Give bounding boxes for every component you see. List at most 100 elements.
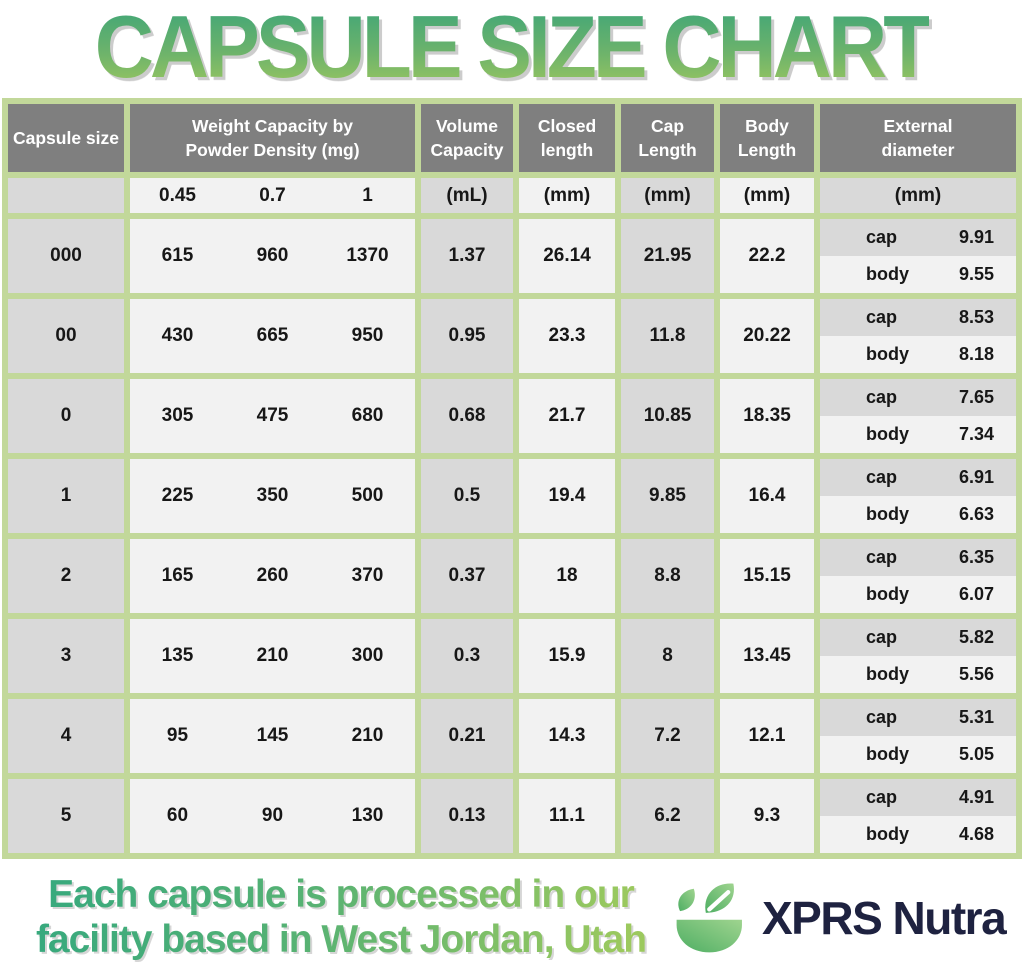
- weight-capacity-cell: 95 145 210: [130, 699, 415, 773]
- table-row: 2 165 260 370 0.37 18 8.8 15.15 cap 6.35 …: [8, 539, 1016, 613]
- cap-length-cell: 21.95: [621, 219, 714, 293]
- ext-body-label: body: [866, 744, 909, 764]
- ext-body-value: 5.56: [958, 664, 994, 684]
- external-diameter-cell: cap 9.91 body 9.55: [820, 219, 1016, 293]
- density-1: 1: [362, 184, 373, 206]
- closed-length-cell: 19.4: [519, 459, 615, 533]
- header-capsule-size: Capsule size: [8, 104, 124, 172]
- body-length-cell: 22.2: [720, 219, 814, 293]
- ext-cap-label: cap: [866, 467, 898, 487]
- ext-cap-label: cap: [866, 307, 898, 327]
- weight-capacity-cell: 430 665 950: [130, 299, 415, 373]
- capsule-size-cell: 2: [8, 539, 124, 613]
- closed-length-cell: 14.3: [519, 699, 615, 773]
- closed-length-cell: 15.9: [519, 619, 615, 693]
- page-header: CAPSULE SIZE CHART: [0, 0, 1024, 99]
- capsule-size-cell: 1: [8, 459, 124, 533]
- capsule-size-cell: 0: [8, 379, 124, 453]
- capsule-size-table: Capsule size Weight Capacity by Powder D…: [2, 98, 1022, 859]
- external-diameter-cell: cap 8.53 body 8.18: [820, 299, 1016, 373]
- body-length-cell: 12.1: [720, 699, 814, 773]
- closed-length-cell: 11.1: [519, 779, 615, 853]
- ext-cap-label: cap: [866, 707, 898, 727]
- density-07: 0.7: [259, 184, 286, 206]
- cap-length-cell: 6.2: [621, 779, 714, 853]
- cap-length-cell: 8.8: [621, 539, 714, 613]
- external-diameter-cell: cap 7.65 body 7.34: [820, 379, 1016, 453]
- ext-cap-value: 7.65: [958, 387, 994, 407]
- ext-body-label: body: [866, 264, 909, 284]
- capsule-size-cell: 5: [8, 779, 124, 853]
- capsule-size-cell: 3: [8, 619, 124, 693]
- header-external-diameter: External diameter: [820, 104, 1016, 172]
- ext-body-label: body: [866, 584, 909, 604]
- body-length-cell: 9.3: [720, 779, 814, 853]
- volume-cell: 0.5: [421, 459, 513, 533]
- units-closed: (mm): [519, 178, 615, 213]
- capsule-size-cell: 00: [8, 299, 124, 373]
- table-row: 5 60 90 130 0.13 11.1 6.2 9.3 cap 4.91 bo…: [8, 779, 1016, 853]
- volume-cell: 0.68: [421, 379, 513, 453]
- cap-length-cell: 8: [621, 619, 714, 693]
- volume-cell: 0.37: [421, 539, 513, 613]
- ext-cap-value: 5.82: [958, 627, 994, 647]
- ext-body-value: 9.55: [958, 264, 994, 284]
- capsule-size-cell: 000: [8, 219, 124, 293]
- footer: Each capsule is processed in our facilit…: [0, 873, 1024, 963]
- ext-cap-value: 8.53: [958, 307, 994, 327]
- capsule-size-cell: 4: [8, 699, 124, 773]
- table-units-row: 0.45 0.7 1 (mL) (mm) (mm) (mm) (mm): [8, 178, 1016, 213]
- ext-body-label: body: [866, 424, 909, 444]
- ext-body-label: body: [866, 824, 909, 844]
- body-length-cell: 20.22: [720, 299, 814, 373]
- table-row: 00 430 665 950 0.95 23.3 11.8 20.22 cap 8…: [8, 299, 1016, 373]
- cap-length-cell: 11.8: [621, 299, 714, 373]
- ext-cap-label: cap: [866, 387, 898, 407]
- mortar-leaf-icon: [676, 883, 742, 953]
- ext-body-label: body: [866, 504, 909, 524]
- units-external: (mm): [820, 178, 1016, 213]
- header-closed-length: Closed length: [519, 104, 615, 172]
- external-diameter-cell: cap 4.91 body 4.68: [820, 779, 1016, 853]
- ext-cap-value: 9.91: [958, 227, 994, 247]
- ext-cap-value: 4.91: [958, 787, 994, 807]
- table-row: 0 305 475 680 0.68 21.7 10.85 18.35 cap 7…: [8, 379, 1016, 453]
- header-body-length: Body Length: [720, 104, 814, 172]
- external-diameter-cell: cap 6.35 body 6.07: [820, 539, 1016, 613]
- ext-cap-value: 5.31: [958, 707, 994, 727]
- closed-length-cell: 23.3: [519, 299, 615, 373]
- header-volume-capacity: Volume Capacity: [421, 104, 513, 172]
- table-row: 3 135 210 300 0.3 15.9 8 13.45 cap 5.82 b…: [8, 619, 1016, 693]
- ext-cap-label: cap: [866, 227, 898, 247]
- page-title: CAPSULE SIZE CHART: [95, 0, 934, 99]
- density-045: 0.45: [159, 184, 196, 206]
- volume-cell: 0.3: [421, 619, 513, 693]
- volume-cell: 0.13: [421, 779, 513, 853]
- units-volume: (mL): [421, 178, 513, 213]
- weight-capacity-cell: 60 90 130: [130, 779, 415, 853]
- units-cap: (mm): [621, 178, 714, 213]
- ext-body-label: body: [866, 664, 909, 684]
- ext-cap-value: 6.91: [958, 467, 994, 487]
- volume-cell: 0.95: [421, 299, 513, 373]
- weight-capacity-cell: 165 260 370: [130, 539, 415, 613]
- ext-body-value: 6.63: [958, 504, 994, 524]
- ext-body-value: 7.34: [958, 424, 994, 444]
- external-diameter-cell: cap 5.82 body 5.56: [820, 619, 1016, 693]
- table-row: 000 615 960 1370 1.37 26.14 21.95 22.2 c…: [8, 219, 1016, 293]
- body-length-cell: 15.15: [720, 539, 814, 613]
- weight-capacity-cell: 225 350 500: [130, 459, 415, 533]
- units-densities: 0.45 0.7 1: [130, 178, 415, 213]
- ext-cap-label: cap: [866, 627, 898, 647]
- weight-capacity-cell: 615 960 1370: [130, 219, 415, 293]
- ext-cap-label: cap: [866, 547, 898, 567]
- weight-capacity-cell: 135 210 300: [130, 619, 415, 693]
- cap-length-cell: 10.85: [621, 379, 714, 453]
- units-capsule-size-blank: [8, 178, 124, 213]
- table-header-row: Capsule size Weight Capacity by Powder D…: [8, 104, 1016, 172]
- brand-name: XPRS Nutra: [762, 891, 1007, 944]
- volume-cell: 1.37: [421, 219, 513, 293]
- cap-length-cell: 9.85: [621, 459, 714, 533]
- body-length-cell: 13.45: [720, 619, 814, 693]
- ext-body-label: body: [866, 344, 909, 364]
